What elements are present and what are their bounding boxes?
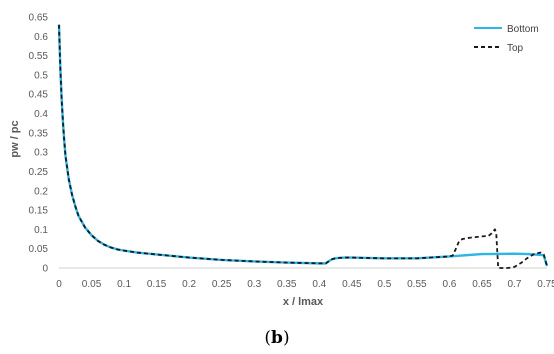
legend-label-top: Top bbox=[507, 43, 524, 54]
y-tick-label: 0.5 bbox=[34, 70, 48, 81]
x-axis-label: x / lmax bbox=[283, 296, 324, 308]
y-tick-label: 0.25 bbox=[29, 167, 49, 178]
caption-close-paren: ) bbox=[283, 328, 290, 348]
y-axis-ticks: 0 0.05 0.1 0.15 0.2 0.25 0.3 0.35 0.4 0.45 0.5 0.55… bbox=[29, 13, 49, 275]
y-tick-label: 0 bbox=[42, 264, 48, 275]
y-tick-label: 0.6 bbox=[34, 32, 48, 43]
y-axis-label: pw / pc bbox=[9, 120, 21, 157]
x-tick-label: 0.5 bbox=[377, 279, 391, 290]
x-tick-label: 0.45 bbox=[342, 279, 362, 290]
x-tick-label: 0.4 bbox=[312, 279, 326, 290]
y-tick-label: 0.4 bbox=[34, 109, 48, 120]
x-tick-label: 0.75 bbox=[537, 279, 554, 290]
caption-label: b bbox=[271, 328, 283, 348]
x-tick-label: 0.2 bbox=[182, 279, 196, 290]
legend-label-bottom: Bottom bbox=[507, 24, 539, 35]
plot-area bbox=[57, 24, 549, 269]
x-tick-label: 0.65 bbox=[472, 279, 492, 290]
y-tick-label: 0.45 bbox=[29, 90, 49, 101]
y-tick-label: 0.1 bbox=[34, 225, 48, 236]
x-tick-label: 0.05 bbox=[82, 279, 102, 290]
x-tick-label: 0.55 bbox=[407, 279, 427, 290]
series-line-top bbox=[58, 24, 548, 269]
x-tick-label: 0.7 bbox=[508, 279, 522, 290]
series-line-bottom bbox=[57, 24, 549, 267]
caption-open-paren: ( bbox=[264, 328, 271, 348]
y-tick-label: 0.35 bbox=[29, 128, 49, 139]
y-tick-label: 0.2 bbox=[34, 186, 48, 197]
y-tick-label: 0.15 bbox=[29, 206, 49, 217]
x-axis-ticks: 0 0.05 0.1 0.15 0.2 0.25 0.3 0.35 0.4 0.45 0.5 0.55… bbox=[56, 279, 554, 290]
y-tick-label: 0.3 bbox=[34, 148, 48, 159]
y-tick-label: 0.55 bbox=[29, 51, 49, 62]
x-tick-label: 0.3 bbox=[247, 279, 261, 290]
x-tick-label: 0.6 bbox=[442, 279, 456, 290]
x-tick-label: 0 bbox=[56, 279, 62, 290]
legend: Bottom Top bbox=[474, 24, 539, 54]
y-tick-label: 0.05 bbox=[29, 244, 49, 255]
x-tick-label: 0.15 bbox=[147, 279, 167, 290]
figure-caption: (b) bbox=[264, 328, 289, 348]
y-tick-label: 0.65 bbox=[29, 13, 49, 24]
x-tick-label: 0.1 bbox=[117, 279, 131, 290]
x-tick-label: 0.25 bbox=[212, 279, 232, 290]
x-tick-label: 0.35 bbox=[277, 279, 297, 290]
